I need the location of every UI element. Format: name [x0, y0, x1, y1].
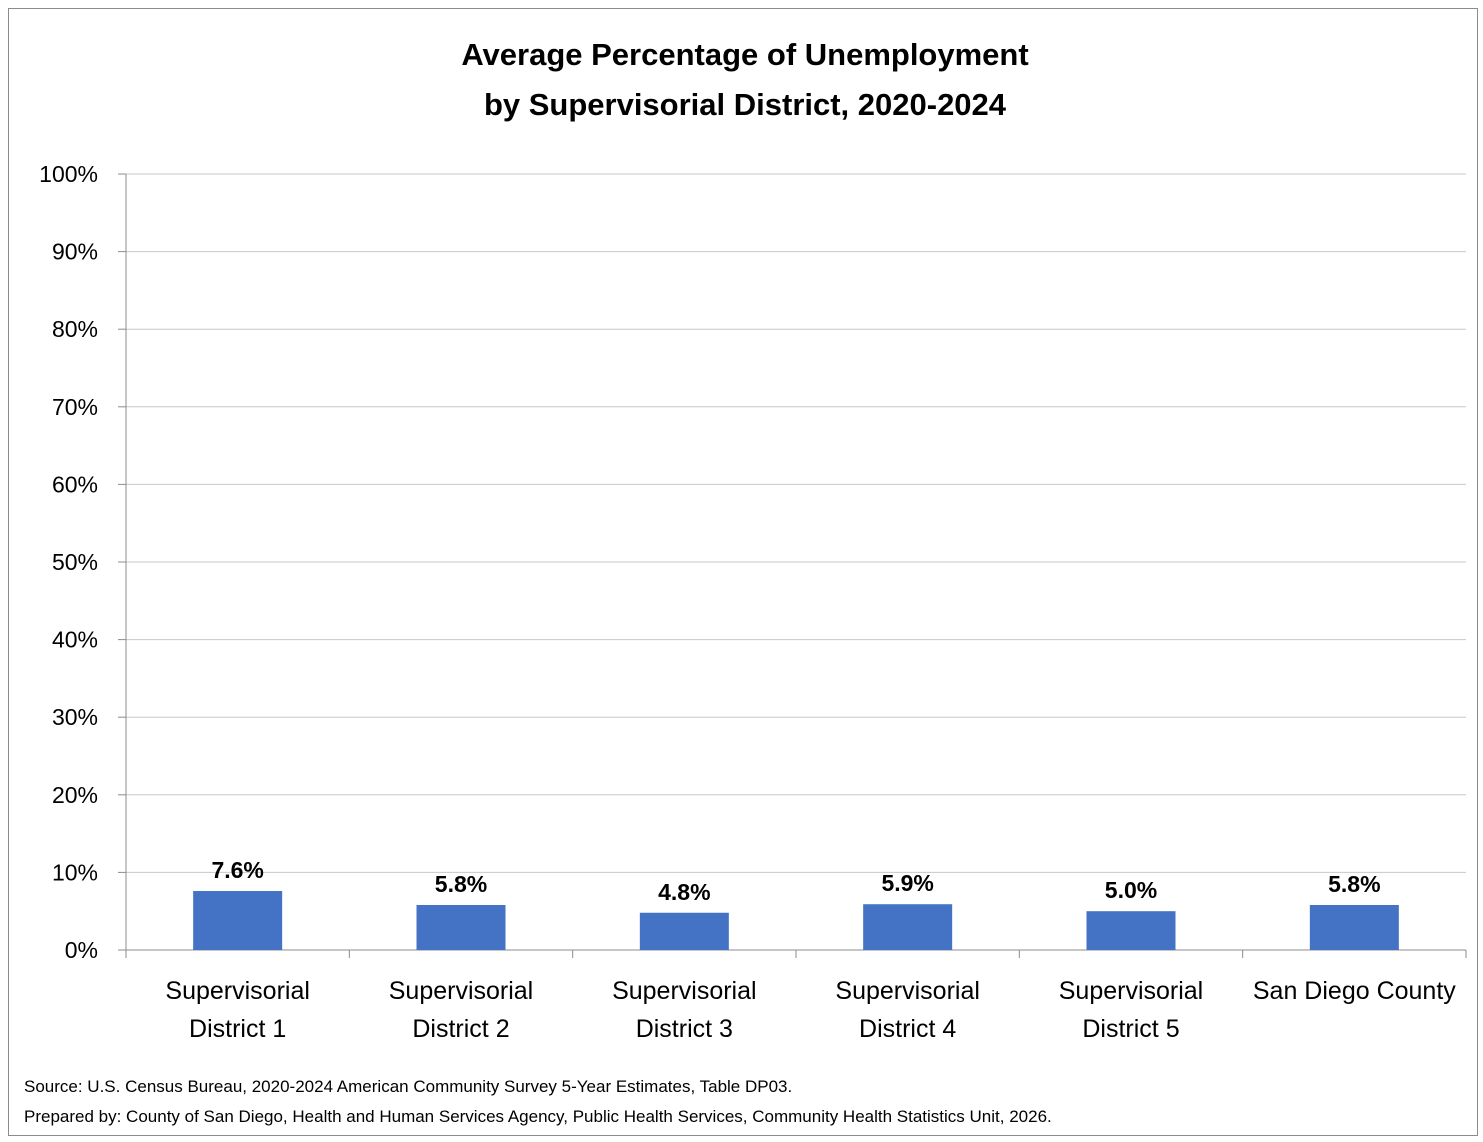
chart-title-line-2: by Supervisorial District, 2020-2024 [483, 87, 1007, 122]
data-label: 5.8% [1328, 871, 1380, 897]
source-notes: Source: U.S. Census Bureau, 2020-2024 Am… [24, 1072, 1052, 1132]
y-tick-label: 20% [52, 782, 98, 808]
y-tick-label: 90% [52, 239, 98, 265]
chart-title: Average Percentage of Unemployment by Su… [0, 30, 1483, 130]
bar [1086, 911, 1176, 950]
x-tick-label: Supervisorial [612, 977, 757, 1005]
y-tick-label: 0% [65, 937, 98, 963]
data-label: 5.0% [1105, 877, 1157, 903]
y-tick-label: 40% [52, 627, 98, 653]
y-tick-label: 10% [52, 859, 98, 885]
data-label: 5.8% [435, 871, 487, 897]
x-tick-label: District 3 [636, 1015, 733, 1043]
x-tick-label: Supervisorial [1059, 977, 1204, 1005]
data-label: 4.8% [658, 879, 710, 905]
x-tick-label: San Diego County [1253, 977, 1456, 1005]
y-tick-label: 30% [52, 704, 98, 730]
x-tick-label: District 2 [412, 1015, 509, 1043]
x-tick-label: Supervisorial [389, 977, 534, 1005]
x-tick-label: Supervisorial [835, 977, 980, 1005]
source-note: Source: U.S. Census Bureau, 2020-2024 Am… [24, 1077, 793, 1096]
bar [639, 912, 729, 950]
y-tick-label: 60% [52, 471, 98, 497]
data-label: 5.9% [881, 870, 933, 896]
bar [193, 891, 283, 950]
x-tick-label: District 1 [189, 1015, 286, 1043]
chart-title-line-1: Average Percentage of Unemployment [461, 37, 1029, 72]
bar [416, 904, 506, 950]
bar [1309, 904, 1399, 950]
x-tick-label: District 4 [859, 1015, 956, 1043]
x-tick-label: District 5 [1082, 1015, 1179, 1043]
bar [863, 904, 953, 950]
data-label: 7.6% [211, 857, 263, 883]
y-tick-label: 100% [39, 161, 98, 187]
prepared-by-note: Prepared by: County of San Diego, Health… [24, 1107, 1052, 1126]
y-tick-label: 80% [52, 316, 98, 342]
y-tick-label: 70% [52, 394, 98, 420]
x-tick-label: Supervisorial [165, 977, 310, 1005]
y-tick-label: 50% [52, 549, 98, 575]
